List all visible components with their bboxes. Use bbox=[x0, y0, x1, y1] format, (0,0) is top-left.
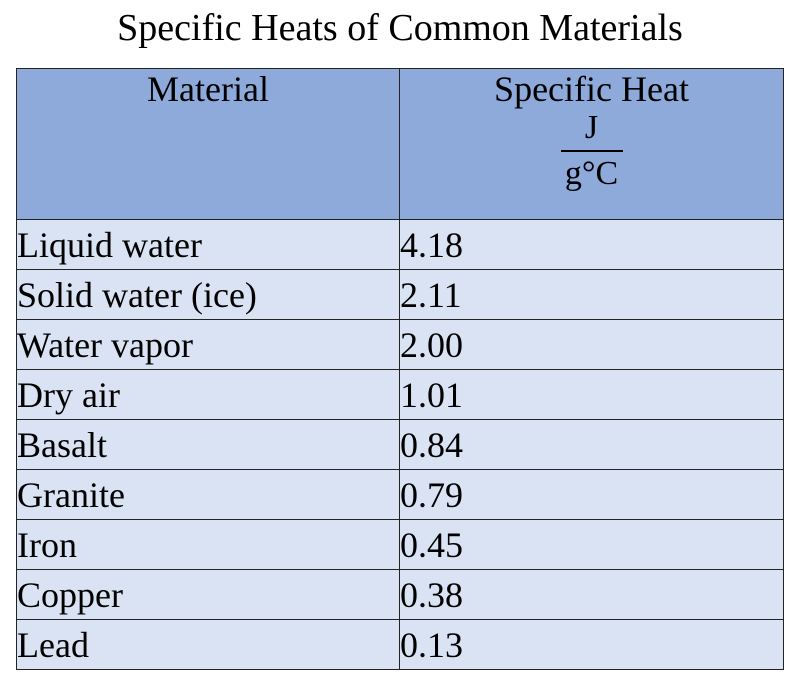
fraction-bar bbox=[560, 150, 623, 152]
material-cell: Iron bbox=[16, 519, 400, 570]
table-title: Specific Heats of Common Materials bbox=[117, 7, 683, 49]
material-cell: Copper bbox=[16, 569, 400, 620]
unit-fraction: J g°C bbox=[560, 109, 623, 193]
table-row: Iron 0.45 bbox=[16, 519, 784, 570]
unit-numerator: J bbox=[584, 109, 599, 146]
specific-heat-cell: 0.79 bbox=[399, 469, 784, 520]
material-cell: Liquid water bbox=[16, 219, 400, 270]
column-header-specific-heat-label: Specific Heat bbox=[494, 69, 689, 109]
specific-heat-cell: 2.11 bbox=[399, 269, 784, 320]
unit-denominator: g°C bbox=[564, 155, 619, 192]
table-row: Copper 0.38 bbox=[16, 569, 784, 620]
table-row: Granite 0.79 bbox=[16, 469, 784, 520]
material-cell: Basalt bbox=[16, 419, 400, 470]
specific-heat-table: Material Specific Heat J g°C Liquid wate… bbox=[16, 68, 784, 670]
specific-heat-cell: 0.38 bbox=[399, 569, 784, 620]
column-header-specific-heat: Specific Heat J g°C bbox=[399, 68, 784, 220]
specific-heat-cell: 0.84 bbox=[399, 419, 784, 470]
specific-heat-cell: 2.00 bbox=[399, 319, 784, 370]
table-row: Solid water (ice) 2.11 bbox=[16, 269, 784, 320]
specific-heat-cell: 0.45 bbox=[399, 519, 784, 570]
table-row: Basalt 0.84 bbox=[16, 419, 784, 470]
column-header-material: Material bbox=[16, 68, 400, 220]
material-cell: Water vapor bbox=[16, 319, 400, 370]
specific-heat-cell: 0.13 bbox=[399, 619, 784, 670]
specific-heat-cell: 1.01 bbox=[399, 369, 784, 420]
table-row: Lead 0.13 bbox=[16, 619, 784, 670]
table-row: Water vapor 2.00 bbox=[16, 319, 784, 370]
material-cell: Granite bbox=[16, 469, 400, 520]
specific-heat-cell: 4.18 bbox=[399, 219, 784, 270]
table-row: Dry air 1.01 bbox=[16, 369, 784, 420]
material-cell: Dry air bbox=[16, 369, 400, 420]
table-header-row: Material Specific Heat J g°C bbox=[16, 68, 784, 220]
table-row: Liquid water 4.18 bbox=[16, 219, 784, 270]
material-cell: Solid water (ice) bbox=[16, 269, 400, 320]
material-cell: Lead bbox=[16, 619, 400, 670]
